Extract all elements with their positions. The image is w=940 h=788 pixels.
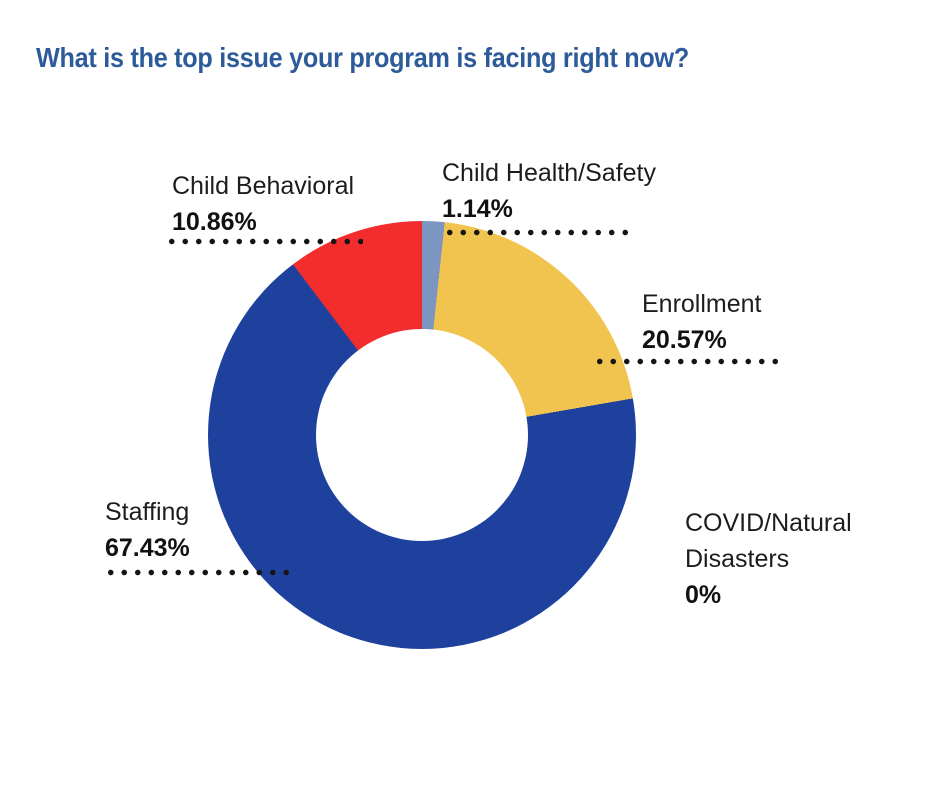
slice-callout-staffing: Staffing 67.43% [105, 494, 190, 566]
leader-line-child-health-safety [443, 229, 633, 236]
slice-value: 1.14% [442, 195, 513, 223]
slice-callout-enrollment: Enrollment 20.57% [642, 286, 762, 358]
leader-line-child-behavioral [165, 238, 363, 245]
donut-hole [316, 329, 528, 541]
chart-title: What is the top issue your program is fa… [36, 42, 690, 73]
donut-chart [208, 221, 636, 649]
slice-value: 10.86% [172, 208, 257, 236]
slice-callout-covid-natural-disasters: COVID/Natural Disasters 0% [685, 505, 890, 613]
slice-label: Child Health/Safety [442, 159, 657, 187]
leader-line-staffing [104, 569, 294, 576]
slice-value: 67.43% [105, 534, 190, 562]
leader-line-enrollment [593, 358, 783, 365]
slice-callout-child-health-safety: Child Health/Safety 1.14% [442, 155, 656, 227]
slice-label: Enrollment [642, 290, 762, 318]
slice-value: 0% [685, 581, 722, 609]
slice-callout-child-behavioral: Child Behavioral 10.86% [172, 168, 354, 240]
slice-label: Child Behavioral [172, 172, 355, 200]
slice-label: COVID/Natural Disasters [685, 509, 852, 573]
slice-label: Staffing [105, 498, 190, 526]
slice-value: 20.57% [642, 326, 727, 354]
